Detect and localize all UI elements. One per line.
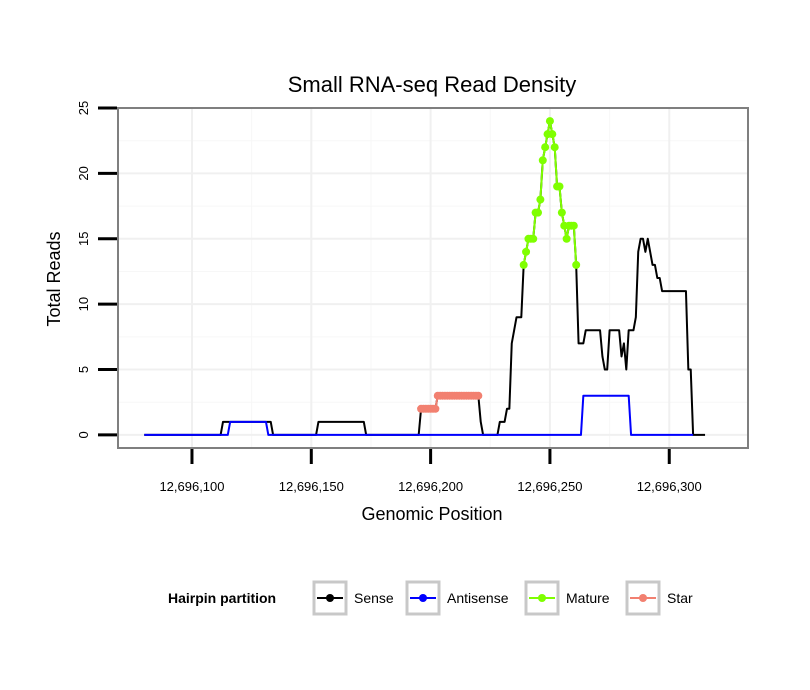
series-line-antisense <box>144 394 694 436</box>
legend-entry-antisense: Antisense <box>405 580 509 616</box>
legend-entry-star: Star <box>625 580 693 616</box>
series-antisense <box>144 394 694 436</box>
data-point-mature <box>555 182 564 191</box>
series-mature <box>519 117 581 269</box>
y-tick-label: 5 <box>76 366 91 373</box>
data-point-mature <box>538 156 547 165</box>
legend-label: Sense <box>354 590 394 606</box>
legend-entry-mature: Mature <box>524 580 610 616</box>
data-point-mature <box>529 234 538 243</box>
data-point-star <box>474 391 483 400</box>
series-layer <box>144 117 706 436</box>
data-point-mature <box>536 195 545 204</box>
data-point-mature <box>541 143 550 152</box>
y-tick-label: 20 <box>76 166 91 180</box>
x-tick-label: 12,696,200 <box>398 479 463 494</box>
legend-label: Star <box>667 590 693 606</box>
panel-border <box>117 107 749 449</box>
y-axis-label: Total Reads <box>44 231 64 326</box>
x-tick-label: 12,696,250 <box>517 479 582 494</box>
axes: 12,696,100 12,696,150 12,696,200 12,696,250… <box>76 101 702 494</box>
x-tick-label: 12,696,100 <box>159 479 224 494</box>
y-tick-label: 10 <box>76 297 91 311</box>
legend-key-point <box>326 594 334 602</box>
data-point-mature <box>519 260 528 269</box>
legend-label: Antisense <box>447 590 509 606</box>
x-axis-label: Genomic Position <box>361 504 502 524</box>
legend-label: Mature <box>566 590 610 606</box>
legend-entry-sense: Sense <box>312 580 394 616</box>
series-star <box>417 391 483 413</box>
legend-key-point <box>639 594 647 602</box>
chart-title: Small RNA-seq Read Density <box>288 72 577 97</box>
x-tick-label: 12,696,150 <box>279 479 344 494</box>
data-point-star <box>431 404 440 413</box>
x-tick-label: 12,696,300 <box>637 479 702 494</box>
data-point-mature <box>548 130 557 139</box>
legend-title: Hairpin partition <box>168 590 276 606</box>
legend: Hairpin partition Sense Antisense Mature Sta… <box>168 580 693 616</box>
data-point-mature <box>522 247 531 256</box>
legend-key-point <box>419 594 427 602</box>
y-tick-label: 0 <box>76 431 91 438</box>
panel-background <box>118 108 748 448</box>
data-point-mature <box>562 234 571 243</box>
y-tick-label: 25 <box>76 101 91 115</box>
data-point-mature <box>550 143 559 152</box>
y-tick-label: 15 <box>76 232 91 246</box>
data-point-mature <box>569 221 578 230</box>
data-point-mature <box>534 208 542 217</box>
plot-panel <box>117 107 749 449</box>
data-point-mature <box>572 260 581 269</box>
data-point-mature <box>557 208 566 217</box>
data-point-mature <box>545 117 554 126</box>
legend-key-point <box>538 594 546 602</box>
